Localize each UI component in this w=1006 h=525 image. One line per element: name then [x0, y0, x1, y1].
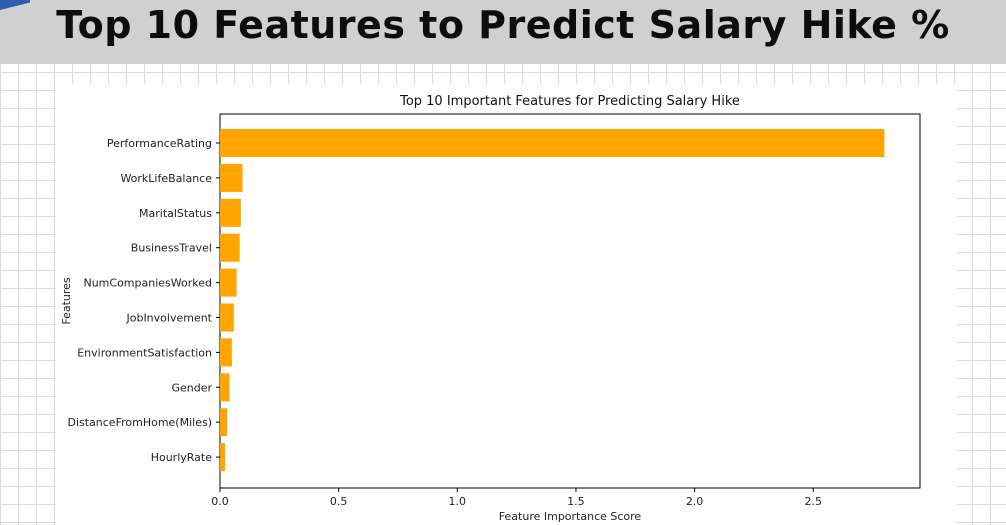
x-tick-label: 1.0 [449, 495, 467, 508]
x-axis-label: Feature Importance Score [499, 510, 642, 523]
y-tick-label: JobInvolvement [125, 312, 212, 325]
y-tick-label: HourlyRate [151, 451, 213, 464]
bar-gender [220, 373, 230, 402]
y-tick-label: PerformanceRating [107, 137, 212, 150]
y-tick-label: WorkLifeBalance [120, 172, 212, 185]
bar-distancefromhome-miles [220, 408, 228, 437]
y-axis-label: Features [60, 277, 73, 325]
bar-businesstravel [220, 233, 240, 262]
x-tick-label: 0.5 [330, 495, 348, 508]
y-tick-label: MaritalStatus [139, 207, 212, 220]
y-tick-label: Gender [171, 381, 212, 394]
x-tick-label: 0.0 [211, 495, 229, 508]
banner-title: Top 10 Features to Predict Salary Hike % [56, 3, 950, 47]
bar-performancerating [220, 129, 885, 157]
banner: Top 10 Features to Predict Salary Hike % [0, 0, 1006, 64]
y-tick-label: NumCompaniesWorked [83, 277, 212, 290]
x-tick-label: 2.5 [804, 495, 822, 508]
plot-area [219, 113, 921, 489]
bar-numcompaniesworked [220, 268, 237, 297]
bar-environmentsatisfaction [220, 338, 232, 367]
bar-worklifebalance [220, 163, 243, 192]
y-tick-label: EnvironmentSatisfaction [77, 346, 212, 359]
x-tick-label: 1.5 [567, 495, 585, 508]
chart-title: Top 10 Important Features for Predicting… [399, 94, 740, 109]
bar-maritalstatus [220, 198, 241, 227]
bar-hourlyrate [220, 443, 226, 472]
y-tick-label: BusinessTravel [131, 242, 212, 255]
bar-jobinvolvement [220, 303, 234, 332]
y-tick-label: DistanceFromHome(Miles) [67, 416, 212, 429]
x-tick-label: 2.0 [686, 495, 704, 508]
